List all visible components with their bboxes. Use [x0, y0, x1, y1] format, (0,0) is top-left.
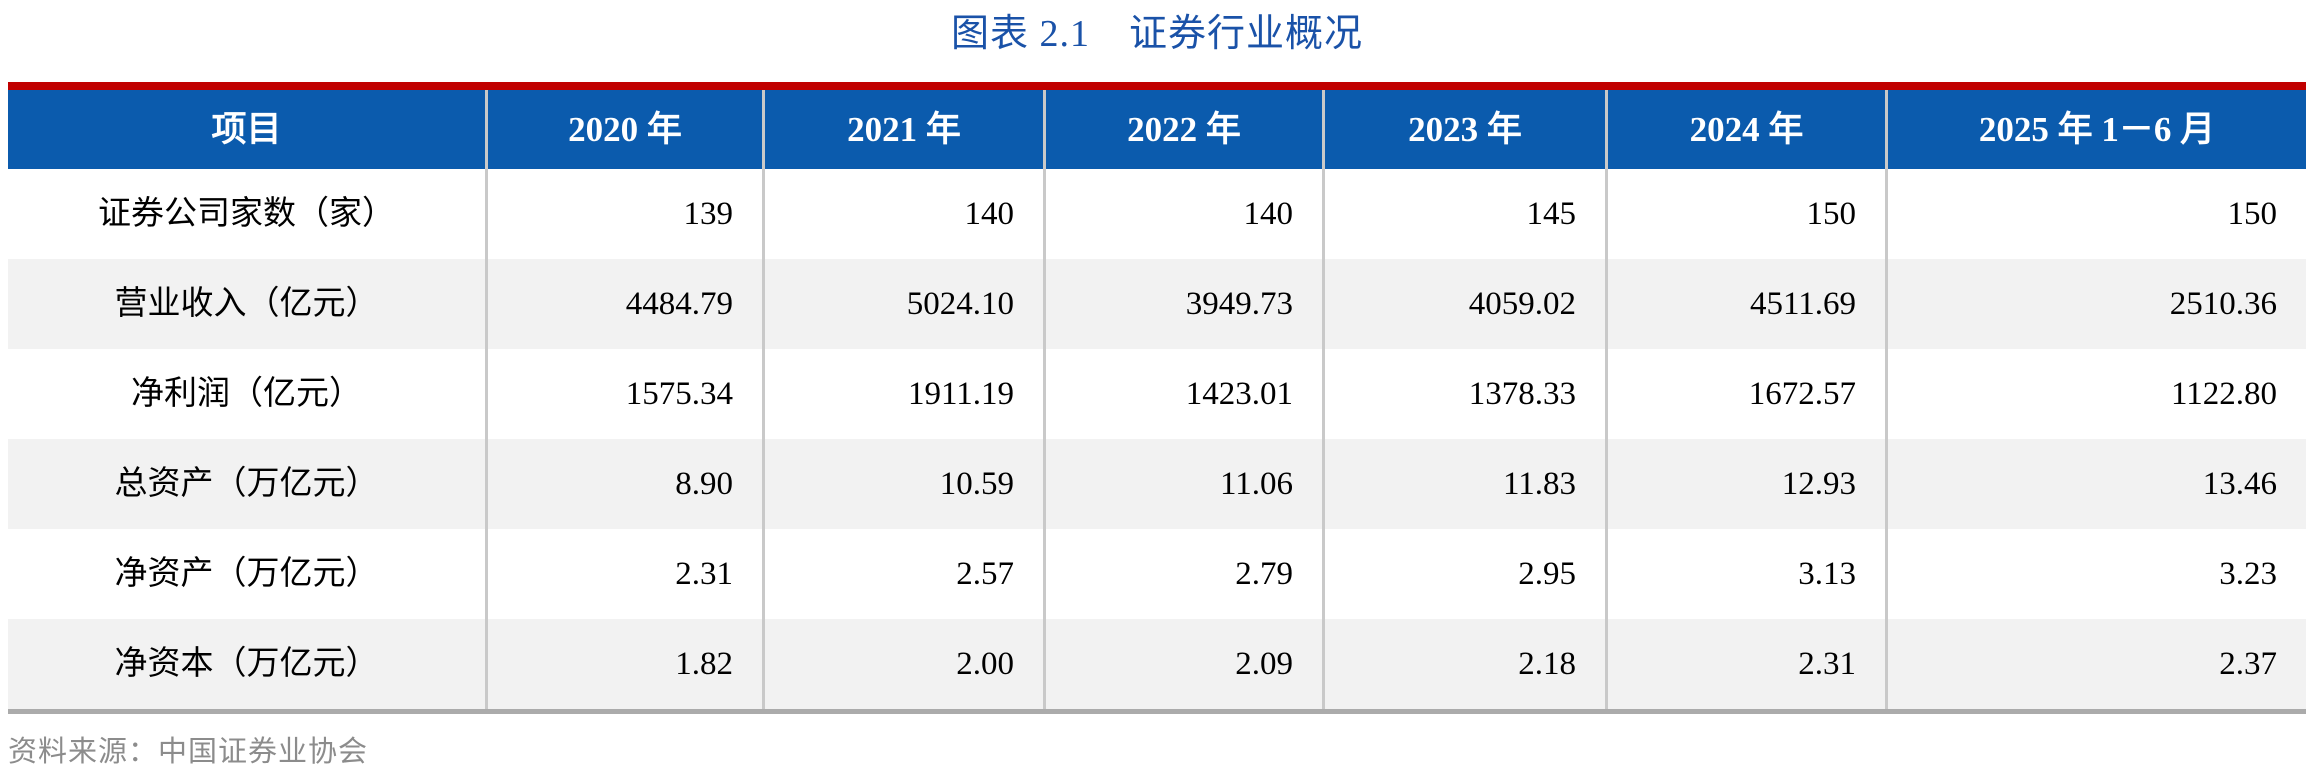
table-header-row: 项目 2020 年 2021 年 2022 年 2023 年 2024 年 20…: [8, 90, 2306, 169]
row-value: 1911.19: [762, 349, 1043, 439]
row-value: 2510.36: [1885, 259, 2306, 349]
row-value: 2.09: [1043, 619, 1322, 709]
row-value: 4059.02: [1322, 259, 1605, 349]
row-value: 1575.34: [485, 349, 762, 439]
table-bottom-rule: [8, 709, 2306, 714]
row-value: 3.23: [1885, 529, 2306, 619]
row-value: 4511.69: [1605, 259, 1885, 349]
row-value: 1.82: [485, 619, 762, 709]
figure-title: 图表 2.1 证券行业概况: [950, 13, 1363, 55]
column-header-2020: 2020 年: [485, 90, 762, 169]
table-row: 净资本（万亿元） 1.82 2.00 2.09 2.18 2.31 2.37: [8, 619, 2306, 709]
table-row: 总资产（万亿元） 8.90 10.59 11.06 11.83 12.93 13…: [8, 439, 2306, 529]
data-source-note: 资料来源：中国证券业协会: [8, 736, 369, 768]
table-row: 净利润（亿元） 1575.34 1911.19 1423.01 1378.33 …: [8, 349, 2306, 439]
table-row: 净资产（万亿元） 2.31 2.57 2.79 2.95 3.13 3.23: [8, 529, 2306, 619]
securities-industry-table: 项目 2020 年 2021 年 2022 年 2023 年 2024 年 20…: [8, 82, 2306, 714]
row-value: 3.13: [1605, 529, 1885, 619]
table-row: 证券公司家数（家） 139 140 140 145 150 150: [8, 169, 2306, 259]
column-header-2025h1: 2025 年 1－6 月: [1885, 90, 2306, 169]
row-value: 140: [762, 169, 1043, 259]
row-value: 140: [1043, 169, 1322, 259]
row-label: 净利润（亿元）: [131, 376, 362, 412]
row-value: 150: [1605, 169, 1885, 259]
row-value: 139: [485, 169, 762, 259]
row-value: 2.00: [762, 619, 1043, 709]
row-value: 2.57: [762, 529, 1043, 619]
row-value: 11.06: [1043, 439, 1322, 529]
row-value: 1672.57: [1605, 349, 1885, 439]
column-header-2021: 2021 年: [762, 90, 1043, 169]
row-value: 1378.33: [1322, 349, 1605, 439]
column-header-2024: 2024 年: [1605, 90, 1885, 169]
row-value: 2.79: [1043, 529, 1322, 619]
row-value: 5024.10: [762, 259, 1043, 349]
row-value: 11.83: [1322, 439, 1605, 529]
row-value: 1122.80: [1885, 349, 2306, 439]
row-value: 2.31: [485, 529, 762, 619]
row-value: 150: [1885, 169, 2306, 259]
table-top-accent-rule: [8, 82, 2306, 90]
row-value: 8.90: [485, 439, 762, 529]
row-label: 证券公司家数（家）: [98, 196, 395, 232]
row-label: 总资产（万亿元）: [114, 466, 379, 502]
row-value: 2.37: [1885, 619, 2306, 709]
row-value: 2.18: [1322, 619, 1605, 709]
column-header-2022: 2022 年: [1043, 90, 1322, 169]
row-value: 2.31: [1605, 619, 1885, 709]
row-value: 3949.73: [1043, 259, 1322, 349]
row-label: 净资本（万亿元）: [114, 646, 379, 682]
row-value: 13.46: [1885, 439, 2306, 529]
column-header-item: 项目: [211, 110, 282, 149]
row-value: 1423.01: [1043, 349, 1322, 439]
row-label: 净资产（万亿元）: [114, 556, 379, 592]
row-value: 4484.79: [485, 259, 762, 349]
row-label: 营业收入（亿元）: [114, 286, 379, 322]
row-value: 2.95: [1322, 529, 1605, 619]
table-row: 营业收入（亿元） 4484.79 5024.10 3949.73 4059.02…: [8, 259, 2306, 349]
column-header-2023: 2023 年: [1322, 90, 1605, 169]
row-value: 12.93: [1605, 439, 1885, 529]
row-value: 10.59: [762, 439, 1043, 529]
row-value: 145: [1322, 169, 1605, 259]
